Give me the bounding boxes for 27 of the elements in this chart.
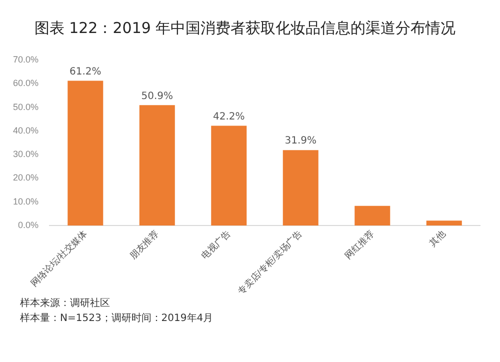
data-label: 50.9% <box>141 90 174 102</box>
x-tick-label: 网络论坛/社交媒体 <box>28 228 89 288</box>
y-tick-label: 40.0% <box>12 125 39 136</box>
data-label: 42.2% <box>212 111 245 122</box>
x-tick-label: 朋友推荐 <box>128 228 160 261</box>
bar <box>354 206 390 226</box>
bar <box>282 150 318 226</box>
bar <box>139 105 175 226</box>
y-tick-label: 10.0% <box>12 196 39 206</box>
chart-title: 图表 122：2019 年中国消费者获取化妆品信息的渠道分布情况 <box>34 18 456 37</box>
text: 样本来源：调研社区 <box>20 296 111 311</box>
text: 样本量：N=1523；调研时间：2019年4月 <box>20 312 214 326</box>
y-tick-label: 0.0% <box>18 220 39 230</box>
data-label: 31.9% <box>284 136 317 147</box>
x-tick-label: 其他 <box>428 228 448 248</box>
bar <box>426 220 462 226</box>
bar <box>211 126 247 226</box>
data-label: 61.2% <box>70 66 102 78</box>
x-tick-label: 专卖店/专柜/卖场广告 <box>236 228 304 296</box>
y-tick-label: 50.0% <box>12 102 39 112</box>
bar <box>68 80 104 226</box>
y-tick-label: 60.0% <box>12 78 39 88</box>
x-tick-label: 电视广告 <box>200 228 232 261</box>
y-tick-label: 20.0% <box>12 172 39 183</box>
y-tick-label: 70.0% <box>12 54 39 64</box>
x-tick-label: 网红推荐 <box>343 228 376 261</box>
y-tick-label: 30.0% <box>12 149 39 160</box>
